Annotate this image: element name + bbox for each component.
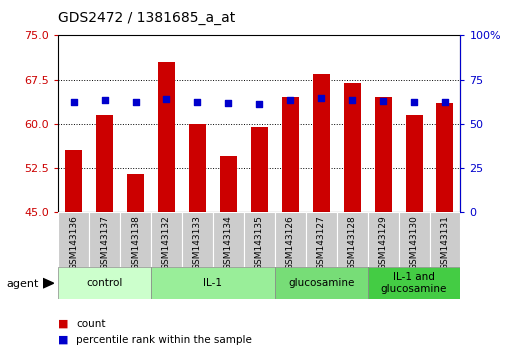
Text: percentile rank within the sample: percentile rank within the sample	[76, 335, 251, 345]
Point	[131, 99, 139, 105]
Bar	[127, 174, 144, 212]
Text: GSM143126: GSM143126	[285, 215, 294, 270]
Text: control: control	[86, 278, 123, 288]
Bar	[89, 212, 120, 267]
Text: agent: agent	[6, 279, 38, 289]
Bar	[274, 267, 367, 299]
Bar	[405, 115, 422, 212]
Text: ■: ■	[58, 335, 69, 345]
Text: GSM143133: GSM143133	[192, 215, 201, 270]
Text: GSM143128: GSM143128	[347, 215, 356, 270]
Text: GSM143138: GSM143138	[131, 215, 140, 270]
Point	[70, 99, 78, 105]
Text: GSM143137: GSM143137	[100, 215, 109, 270]
Text: ■: ■	[58, 319, 69, 329]
Bar	[220, 156, 236, 212]
Bar	[120, 212, 150, 267]
Point	[255, 101, 263, 106]
Text: GSM143131: GSM143131	[440, 215, 448, 270]
Bar	[305, 212, 336, 267]
Bar	[436, 103, 452, 212]
Text: GDS2472 / 1381685_a_at: GDS2472 / 1381685_a_at	[58, 11, 235, 25]
Bar	[213, 212, 243, 267]
Bar	[274, 212, 305, 267]
Bar	[336, 212, 367, 267]
Bar	[58, 35, 460, 212]
Point	[162, 96, 170, 102]
Bar	[312, 74, 329, 212]
Text: GSM143136: GSM143136	[69, 215, 78, 270]
Bar	[374, 97, 391, 212]
Bar	[150, 212, 182, 267]
Text: count: count	[76, 319, 105, 329]
Bar	[281, 97, 298, 212]
Bar	[250, 127, 267, 212]
Text: IL-1 and
glucosamine: IL-1 and glucosamine	[380, 272, 446, 294]
Bar	[158, 62, 175, 212]
Point	[440, 99, 448, 105]
Text: GSM143127: GSM143127	[316, 215, 325, 270]
Point	[409, 99, 417, 105]
Point	[347, 97, 356, 103]
Bar	[398, 212, 429, 267]
Bar	[150, 267, 274, 299]
Bar	[96, 115, 113, 212]
Text: GSM143130: GSM143130	[409, 215, 418, 270]
Bar	[367, 267, 460, 299]
Point	[317, 96, 325, 101]
Text: GSM143132: GSM143132	[162, 215, 171, 270]
Bar	[188, 124, 206, 212]
Bar	[243, 212, 274, 267]
Text: GSM143135: GSM143135	[255, 215, 263, 270]
Bar	[58, 212, 89, 267]
Point	[378, 98, 386, 104]
Bar	[367, 212, 398, 267]
Point	[100, 97, 109, 103]
Bar	[58, 267, 150, 299]
Text: glucosamine: glucosamine	[287, 278, 354, 288]
Bar	[343, 82, 360, 212]
Bar	[65, 150, 82, 212]
Text: GSM143134: GSM143134	[223, 215, 232, 270]
Point	[224, 100, 232, 105]
Text: GSM143129: GSM143129	[378, 215, 387, 270]
Point	[286, 97, 294, 103]
Polygon shape	[43, 278, 54, 288]
Bar	[182, 212, 213, 267]
Text: IL-1: IL-1	[203, 278, 222, 288]
Point	[193, 99, 201, 105]
Bar	[429, 212, 460, 267]
